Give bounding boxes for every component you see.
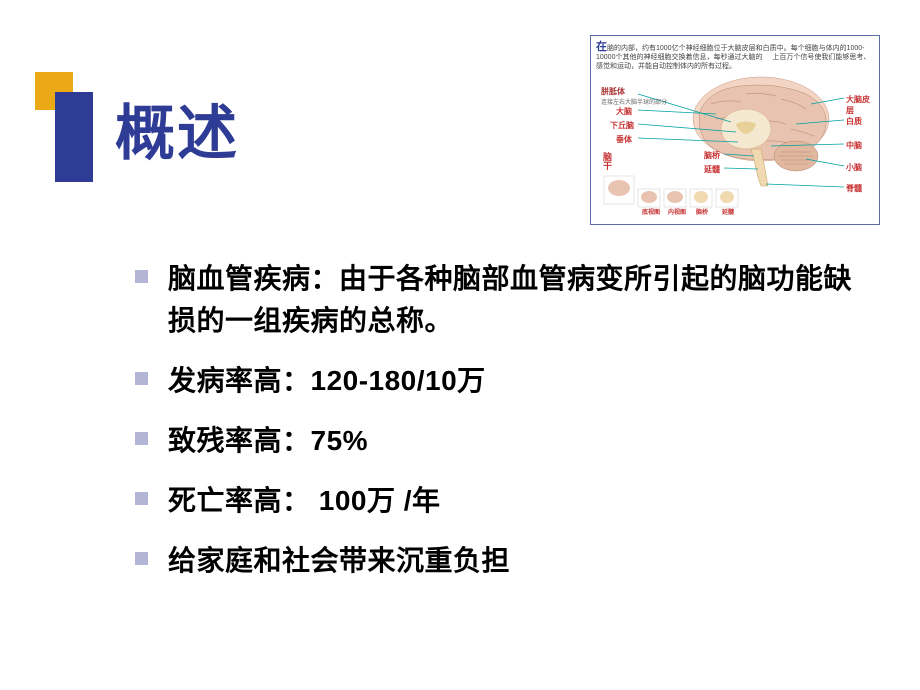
brain-label-corpus: 胼胝体 连接左右大脑半球的部分 [601, 86, 667, 106]
brain-anatomy-svg: 胼胝体 连接左右大脑半球的部分 大脑 下丘脑 垂体 脑干 脑桥 延髓 大脑皮层 … [596, 74, 874, 219]
brain-thumb-4: 延髓 [722, 207, 734, 216]
brain-label-cerebrum: 大脑 [616, 106, 632, 117]
brain-label-spinal: 脊髓 [846, 183, 862, 194]
bullet-text: 脑血管疾病：由于各种脑部血管病变所引起的脑功能缺损的一组疾病的总称。 [168, 258, 870, 342]
bullet-item: 致残率高：75% [135, 420, 870, 462]
bullet-item: 发病率高：120-180/10万 [135, 360, 870, 402]
bullet-marker-icon [135, 552, 148, 565]
bullet-marker-icon [135, 492, 148, 505]
bullet-item: 脑血管疾病：由于各种脑部血管病变所引起的脑功能缺损的一组疾病的总称。 [135, 258, 870, 342]
bullet-text: 发病率高：120-180/10万 [168, 360, 486, 402]
bullet-item: 给家庭和社会带来沉重负担 [135, 540, 870, 582]
bullet-marker-icon [135, 432, 148, 445]
bullet-text: 致残率高：75% [168, 420, 368, 462]
brain-label-pituitary: 垂体 [616, 134, 632, 145]
brain-label-cerebellum: 小脑 [846, 162, 862, 173]
blue-block [55, 92, 93, 182]
page-title: 概述 [115, 85, 239, 172]
brain-thumb-1: 底视图 [642, 207, 660, 216]
brain-label-midbrain: 中脑 [846, 140, 862, 151]
brain-label-white: 白质 [846, 116, 862, 127]
brain-diagram: 在脑的内部，约有1000亿个神经细胞位于大脑皮层和白质中。每个细胞与体内的100… [590, 35, 880, 225]
brain-thumb-2: 内视图 [668, 207, 686, 216]
bullet-list: 脑血管疾病：由于各种脑部血管病变所引起的脑功能缺损的一组疾病的总称。 发病率高：… [135, 258, 870, 600]
brain-label-cortex: 大脑皮层 [846, 94, 874, 116]
brain-label-pons: 脑桥 [704, 150, 720, 161]
bullet-item: 死亡率高： 100万 /年 [135, 480, 870, 522]
brain-label-medulla: 延髓 [704, 164, 720, 175]
bullet-text: 给家庭和社会带来沉重负担 [168, 540, 510, 582]
brain-label-brainstem: 脑干 [601, 152, 614, 170]
bullet-text: 死亡率高： 100万 /年 [168, 480, 441, 522]
bullet-marker-icon [135, 372, 148, 385]
title-decoration [35, 72, 105, 182]
brain-label-hypothalamus: 下丘脑 [610, 120, 634, 131]
bullet-marker-icon [135, 270, 148, 283]
brain-intro-text: 在脑的内部，约有1000亿个神经细胞位于大脑皮层和白质中。每个细胞与体内的100… [596, 41, 874, 71]
brain-thumb-3: 脑桥 [696, 207, 708, 216]
